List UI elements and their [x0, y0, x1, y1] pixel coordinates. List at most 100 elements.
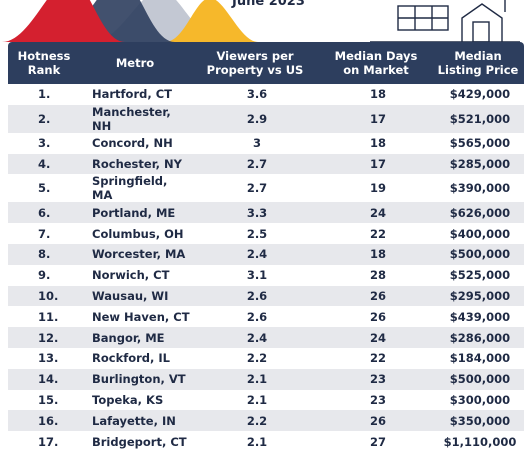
metro-cell: Manchester, NH: [80, 104, 190, 133]
hotness-table-container: Hotness Rank Metro Viewers per Property vs…: [8, 42, 524, 452]
rank-cell: 6.: [8, 202, 80, 224]
metro-cell: New Haven, CT: [80, 306, 190, 328]
viewers-cell: 2.6: [190, 285, 320, 307]
metro-cell: Columbus, OH: [80, 223, 190, 244]
price-cell: $300,000: [432, 389, 524, 411]
metro-cell: Concord, NH: [80, 132, 190, 154]
table-row: 16. Lafayette, IN 2.2 26 $350,000: [8, 410, 524, 432]
viewers-cell: 2.1: [190, 389, 320, 411]
rank-cell: 9.: [8, 264, 80, 286]
column-header-price: Median Listing Price: [432, 42, 524, 84]
price-cell: $400,000: [432, 223, 524, 244]
house-icon: [370, 0, 520, 42]
viewers-cell: 2.4: [190, 327, 320, 348]
days-cell: 23: [320, 368, 432, 390]
table-row: 9. Norwich, CT 3.1 28 $525,000: [8, 264, 524, 286]
metro-cell: Wausau, WI: [80, 285, 190, 307]
rank-cell: 12.: [8, 327, 80, 348]
days-cell: 22: [320, 347, 432, 369]
table-row: 12. Bangor, ME 2.4 24 $286,000: [8, 327, 524, 348]
viewers-cell: 3: [190, 132, 320, 154]
days-cell: 22: [320, 223, 432, 244]
table-row: 10. Wausau, WI 2.6 26 $295,000: [8, 285, 524, 307]
viewers-cell: 2.7: [190, 153, 320, 175]
price-cell: $429,000: [432, 84, 524, 105]
price-cell: $565,000: [432, 132, 524, 154]
price-cell: $390,000: [432, 174, 524, 203]
table-row: 14. Burlington, VT 2.1 23 $500,000: [8, 368, 524, 390]
days-cell: 18: [320, 132, 432, 154]
column-header-days: Median Days on Market: [320, 42, 432, 84]
metro-cell: Hartford, CT: [80, 84, 190, 105]
column-header-metro: Metro: [80, 42, 190, 84]
price-cell: $626,000: [432, 202, 524, 224]
days-cell: 18: [320, 84, 432, 105]
column-header-rank: Hotness Rank: [8, 42, 80, 84]
viewers-cell: 3.3: [190, 202, 320, 224]
price-cell: $500,000: [432, 243, 524, 265]
price-cell: $439,000: [432, 306, 524, 328]
metro-cell: Topeka, KS: [80, 389, 190, 411]
days-cell: 24: [320, 327, 432, 348]
table-row: 15. Topeka, KS 2.1 23 $300,000: [8, 389, 524, 411]
days-cell: 26: [320, 410, 432, 432]
days-cell: 23: [320, 389, 432, 411]
table-row: 1. Hartford, CT 3.6 18 $429,000: [8, 84, 524, 105]
price-cell: $500,000: [432, 368, 524, 390]
metro-cell: Bangor, ME: [80, 327, 190, 348]
price-cell: $285,000: [432, 153, 524, 175]
metro-cell: Burlington, VT: [80, 368, 190, 390]
table-row: 7. Columbus, OH 2.5 22 $400,000: [8, 223, 524, 244]
rank-cell: 11.: [8, 306, 80, 328]
viewers-cell: 2.4: [190, 243, 320, 265]
rank-cell: 14.: [8, 368, 80, 390]
viewers-cell: 2.9: [190, 104, 320, 133]
viewers-cell: 2.1: [190, 368, 320, 390]
days-cell: 17: [320, 153, 432, 175]
viewers-cell: 2.6: [190, 306, 320, 328]
days-cell: 17: [320, 104, 432, 133]
viewers-cell: 3.6: [190, 84, 320, 105]
rank-cell: 8.: [8, 243, 80, 265]
days-cell: 26: [320, 285, 432, 307]
metro-cell: Rochester, NY: [80, 153, 190, 175]
viewers-cell: 2.2: [190, 410, 320, 432]
price-cell: $350,000: [432, 410, 524, 432]
days-cell: 24: [320, 202, 432, 224]
column-header-viewers: Viewers per Property vs US: [190, 42, 320, 84]
days-cell: 18: [320, 243, 432, 265]
table-row: 13. Rockford, IL 2.2 22 $184,000: [8, 347, 524, 369]
report-month: June 2023: [232, 0, 305, 9]
hotness-table: Hotness Rank Metro Viewers per Property vs…: [8, 42, 524, 452]
rank-cell: 15.: [8, 389, 80, 411]
rank-cell: 13.: [8, 347, 80, 369]
yellow-curve-shape: [165, 0, 258, 42]
rank-cell: 3.: [8, 132, 80, 154]
rank-cell: 10.: [8, 285, 80, 307]
rank-cell: 2.: [8, 104, 80, 133]
price-cell: $286,000: [432, 327, 524, 348]
metro-cell: Lafayette, IN: [80, 410, 190, 432]
rank-cell: 4.: [8, 153, 80, 175]
table-row: 4. Rochester, NY 2.7 17 $285,000: [8, 153, 524, 175]
days-cell: 19: [320, 174, 432, 203]
price-cell: $295,000: [432, 285, 524, 307]
days-cell: 28: [320, 264, 432, 286]
viewers-cell: 2.5: [190, 223, 320, 244]
price-cell: $184,000: [432, 347, 524, 369]
table-row: 5. Springfield, MA 2.7 19 $390,000: [8, 174, 524, 203]
rank-cell: 1.: [8, 84, 80, 105]
table-row: 11. New Haven, CT 2.6 26 $439,000: [8, 306, 524, 328]
viewers-cell: 3.1: [190, 264, 320, 286]
table-row: 3. Concord, NH 3 18 $565,000: [8, 132, 524, 154]
metro-cell: Norwich, CT: [80, 264, 190, 286]
table-row: 6. Portland, ME 3.3 24 $626,000: [8, 202, 524, 224]
table-row: 2. Manchester, NH 2.9 17 $521,000: [8, 104, 524, 133]
table-row: 8. Worcester, MA 2.4 18 $500,000: [8, 243, 524, 265]
rank-cell: 5.: [8, 174, 80, 203]
viewers-cell: 2.7: [190, 174, 320, 203]
price-cell: $521,000: [432, 104, 524, 133]
days-cell: 26: [320, 306, 432, 328]
metro-cell: Springfield, MA: [80, 174, 190, 203]
metro-cell: Worcester, MA: [80, 243, 190, 265]
